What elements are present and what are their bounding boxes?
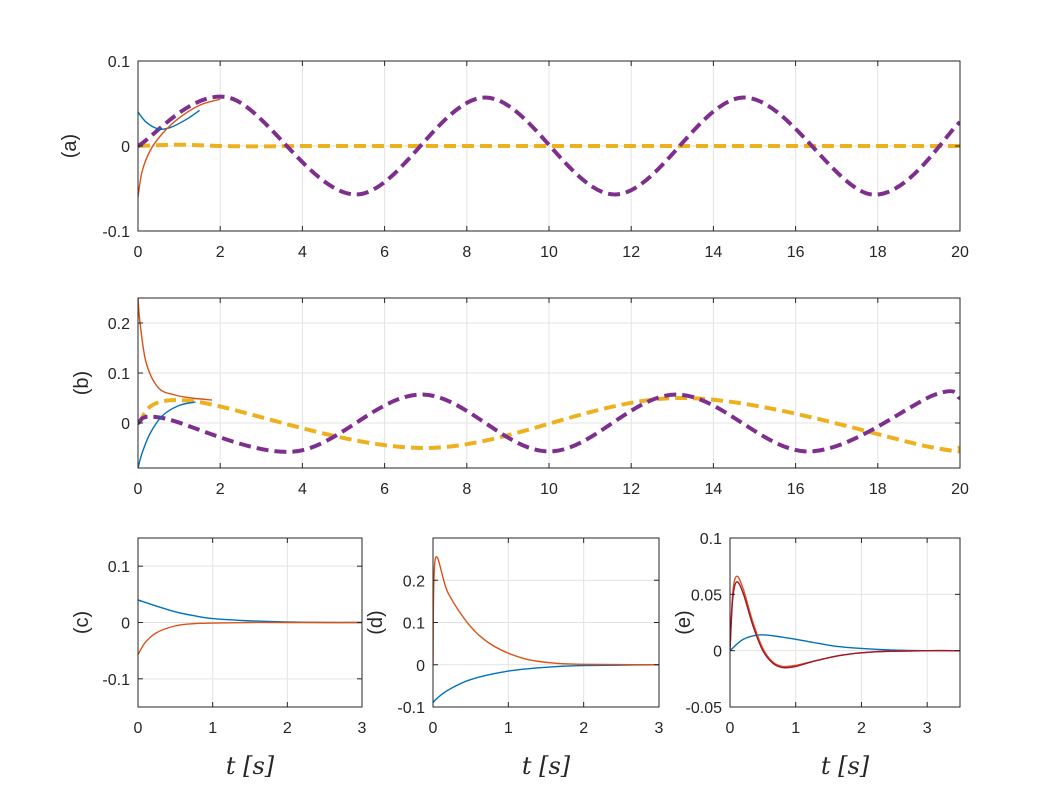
y-tick-label: 0.2 <box>108 316 130 333</box>
series-line-c-1 <box>138 621 362 655</box>
series-line-b-1 <box>138 389 960 454</box>
series-line-b-0 <box>138 395 960 454</box>
series-line-d-0 <box>433 664 659 704</box>
x-tick-label: 3 <box>923 720 932 737</box>
x-tick-label: 0 <box>429 720 438 737</box>
x-tick-label: 3 <box>655 720 664 737</box>
series-line-d-1 <box>433 555 659 666</box>
x-tick-label: 20 <box>951 481 969 498</box>
x-tick-label: 16 <box>787 481 805 498</box>
series-line-b-2 <box>138 401 196 468</box>
series-line-a-3 <box>138 98 221 198</box>
y-tick-label: 0.1 <box>403 616 425 633</box>
x-tick-label: 14 <box>705 481 723 498</box>
series-line-e-2 <box>730 581 960 669</box>
x-axis-label: t [s] <box>226 752 275 780</box>
x-tick-label: 6 <box>380 244 389 261</box>
y-tick-label: 0.05 <box>691 587 722 604</box>
series-line-a-2 <box>138 109 201 131</box>
y-tick-label: 0 <box>121 416 130 433</box>
y-axis-label: (e) <box>673 610 695 634</box>
x-tick-label: 4 <box>298 244 307 261</box>
x-tick-label: 8 <box>462 481 471 498</box>
x-tick-label: 18 <box>869 481 887 498</box>
y-tick-label: 0.1 <box>108 54 130 71</box>
x-tick-label: 18 <box>869 244 887 261</box>
axes-frame <box>729 537 961 708</box>
x-tick-label: 4 <box>298 481 307 498</box>
x-tick-label: 10 <box>540 481 558 498</box>
x-tick-label: 12 <box>622 244 640 261</box>
y-axis-label: (c) <box>71 611 93 634</box>
y-tick-label: -0.1 <box>397 700 425 717</box>
x-tick-label: 1 <box>504 720 513 737</box>
y-tick-label: 0 <box>121 139 130 156</box>
x-tick-label: 10 <box>540 244 558 261</box>
y-tick-label: 0 <box>121 616 130 633</box>
y-tick-label: -0.1 <box>102 224 130 241</box>
y-tick-label: 0.1 <box>108 366 130 383</box>
x-tick-label: 14 <box>705 244 723 261</box>
x-axis-label: t [s] <box>821 752 870 780</box>
series-line-a-1 <box>138 94 960 197</box>
chart-panel-d: 0 1 2 3-0.100.10.2(d)t [s] <box>365 537 664 780</box>
chart-panel-a: 0 2 4 6 8 10 12 14 16 18 20-0.100.1(a) <box>59 54 969 261</box>
y-tick-label: 0.1 <box>700 531 722 548</box>
series-line-a-0 <box>138 142 960 149</box>
x-tick-label: 0 <box>134 244 143 261</box>
y-tick-label: -0.1 <box>102 672 130 689</box>
x-tick-label: 0 <box>726 720 735 737</box>
x-tick-label: 3 <box>358 720 367 737</box>
x-axis-label: t [s] <box>522 752 571 780</box>
y-tick-label: 0.2 <box>403 573 425 590</box>
x-tick-label: 2 <box>857 720 866 737</box>
plot-area <box>730 538 960 707</box>
y-tick-label: 0 <box>416 658 425 675</box>
chart-panel-c: 0 1 2 3 -0.1 0 0.1 (c) t [s] <box>71 537 367 780</box>
x-tick-label: 16 <box>787 244 805 261</box>
y-tick-label: -0.05 <box>686 700 723 717</box>
x-tick-label: 20 <box>951 244 969 261</box>
x-tick-label: 0 <box>134 481 143 498</box>
x-tick-label: 2 <box>216 244 225 261</box>
x-tick-label: 2 <box>283 720 292 737</box>
x-tick-label: 12 <box>622 481 640 498</box>
x-tick-label: 1 <box>208 720 217 737</box>
y-axis-label: (a) <box>59 134 81 158</box>
x-tick-label: 2 <box>579 720 588 737</box>
y-axis-label: (b) <box>71 371 93 395</box>
x-tick-label: 1 <box>791 720 800 737</box>
x-tick-label: 2 <box>216 481 225 498</box>
y-tick-label: 0 <box>713 644 722 661</box>
x-tick-label: 0 <box>134 720 143 737</box>
y-axis-label: (d) <box>365 610 387 634</box>
chart-panel-b: 0 2 4 6 8 10 12 14 16 18 20 0 0.1 0.2 (b) <box>71 297 969 498</box>
x-tick-label: 8 <box>462 244 471 261</box>
x-tick-label: 6 <box>380 481 389 498</box>
y-tick-label: 0.1 <box>108 559 130 576</box>
